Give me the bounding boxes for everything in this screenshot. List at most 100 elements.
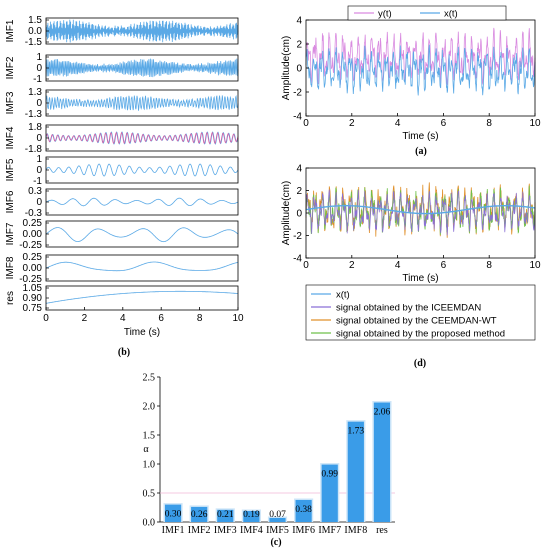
x-tick-label: 4 <box>120 313 126 324</box>
x-tick-label: IMF4 <box>240 525 263 536</box>
x-tick-label: IMF1 <box>162 525 185 536</box>
subplot-label: IMF8 <box>5 256 16 279</box>
x-axis-label: Time (s) <box>124 327 160 338</box>
legend-box <box>305 284 536 341</box>
bar-imf3 <box>217 509 234 522</box>
x-axis-label: Time (s) <box>402 273 438 284</box>
subplot-imf1: 1.50.0-1.5 IMF1 <box>5 15 239 48</box>
y-tick-label: 0.0 <box>143 518 156 529</box>
x-tick-label: 0 <box>43 313 49 324</box>
subplot-imf2: 10-1 IMF2 <box>5 52 239 85</box>
y-tick-label: 1.5 <box>28 15 42 26</box>
bar-value-label: 0.99 <box>321 470 338 480</box>
x-tick-label: 6 <box>441 260 447 271</box>
y-tick-label: 1.3 <box>28 87 42 98</box>
legend-label-y: y(t) <box>378 9 392 20</box>
subplot-label: IMF5 <box>5 158 16 181</box>
bar-imf8 <box>347 421 364 522</box>
y-tick-label: 0.0 <box>28 26 42 37</box>
y-axis-label: Amplitude(cm) <box>281 181 292 245</box>
y-tick-label: 1 <box>36 154 42 165</box>
imf-trace <box>45 19 239 43</box>
subplot-label: IMF3 <box>5 91 16 114</box>
legend-label: signal obtained by the proposed method <box>336 329 505 340</box>
imf-trace <box>45 197 239 207</box>
bar-value-label: 1.73 <box>348 427 365 437</box>
subplot-label: IMF2 <box>5 56 16 79</box>
y-tick-label: 0 <box>36 98 42 109</box>
x-tick-label: 0 <box>303 118 309 129</box>
x-tick-label: IMF2 <box>188 525 211 536</box>
x-tick-label: 8 <box>486 118 492 129</box>
x-axis-label: Time (s) <box>402 131 438 142</box>
panel-b: 1.50.0-1.5IMF110-1IMF21.30-1.3IMF31.80-1… <box>5 15 244 358</box>
x-tick-label: 10 <box>529 118 541 129</box>
y-tick-label: -1.8 <box>25 144 43 155</box>
panel-caption: (d) <box>414 358 426 369</box>
bar-imf2 <box>191 506 208 522</box>
y-tick-label: -0.25 <box>19 240 42 251</box>
y-tick-label: 2 <box>296 186 302 197</box>
y-tick-label: 1.05 <box>23 283 43 294</box>
bar-value-label: 2.06 <box>374 408 391 418</box>
subplot-label: IMF4 <box>5 126 16 149</box>
series-line-x <box>305 205 536 215</box>
y-tick-label: 0.00 <box>23 263 43 274</box>
series-line-x <box>305 44 536 96</box>
y-axis-label: Amplitude(cm) <box>281 36 292 100</box>
y-tick-label: 0.90 <box>23 293 43 304</box>
bar-imf1 <box>164 504 182 522</box>
legend: x(t) signal obtained by the ICEEMDAN signa… <box>305 284 536 341</box>
y-tick-label: -1.3 <box>25 109 43 120</box>
x-tick-label: IMF6 <box>292 525 315 536</box>
bar-imf4 <box>243 510 260 522</box>
y-tick-label: 1 <box>36 52 42 63</box>
x-tick-label: 2 <box>349 260 355 271</box>
x-tick-label: 8 <box>486 260 492 271</box>
y-tick-label: 0 <box>36 133 42 144</box>
panel-caption: (a) <box>415 146 427 157</box>
panel-caption: (c) <box>270 537 281 548</box>
imf-trace <box>45 163 239 177</box>
panel-c: 0.0 0.5 1.0 1.5 2.0 2.5 0.30 IMF1 0.26 IMF2 0.21 IM… <box>143 373 395 548</box>
y-tick-label: 4 <box>296 164 302 175</box>
y-tick-label: 0.25 <box>23 252 43 263</box>
y-tick-label: -2 <box>293 88 302 99</box>
x-tick-label: IMF5 <box>266 525 289 536</box>
subplot-label: IMF7 <box>5 222 16 245</box>
subplot-imf5: 10-1 IMF5 <box>5 154 239 187</box>
x-tick-label: 6 <box>441 118 447 129</box>
series-line-iceemdan <box>305 189 536 236</box>
y-tick-label: 1.8 <box>28 122 42 133</box>
y-tick-label: -2 <box>293 231 302 242</box>
y-tick-label: 0 <box>36 165 42 176</box>
x-tick-label: 4 <box>395 260 401 271</box>
subplot-imf3: 1.30-1.3 IMF3 <box>5 87 239 120</box>
y-tick-label: -4 <box>293 112 302 123</box>
y-tick-label: 0.3 <box>28 186 42 197</box>
y-tick-label: -1.5 <box>25 37 43 48</box>
y-tick-label: 0 <box>36 197 42 208</box>
x-tick-label: IMF7 <box>318 525 341 536</box>
y-axis-label: α <box>143 444 149 455</box>
legend-label: x(t) <box>336 290 350 301</box>
bar-value-label: 0.30 <box>165 510 182 520</box>
bar-value-label: 0.19 <box>243 510 260 520</box>
subplot-label: IMF1 <box>5 19 16 42</box>
subplot-frame <box>45 254 239 282</box>
subplot-label: IMF6 <box>5 190 16 213</box>
subplot-res: 1.050.900.75 res <box>5 283 239 314</box>
panel-caption: (b) <box>118 347 130 358</box>
bar-imf5 <box>269 517 286 522</box>
y-tick-label: 2 <box>296 40 302 51</box>
imf-trace <box>46 290 238 304</box>
y-tick-label: -1 <box>33 74 42 85</box>
y-tick-label: 0.00 <box>23 229 43 240</box>
x-tick-label: 4 <box>395 118 401 129</box>
x-tick-label: res <box>376 525 388 536</box>
series-line-y <box>305 27 536 85</box>
legend-label: signal obtained by the CEEMDAN-WT <box>336 316 497 327</box>
x-tick-label: 2 <box>349 118 355 129</box>
